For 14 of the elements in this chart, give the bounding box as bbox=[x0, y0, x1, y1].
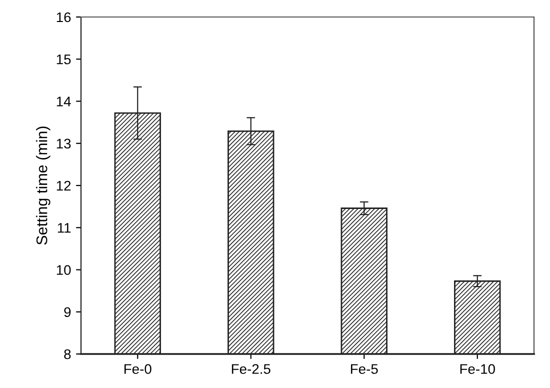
x-tick-label: Fe-10 bbox=[460, 364, 495, 374]
y-tick-label: 10 bbox=[56, 265, 71, 275]
y-tick-label: 11 bbox=[58, 223, 71, 233]
y-tick-label: 8 bbox=[64, 349, 71, 360]
y-tick-label: 13 bbox=[56, 138, 71, 149]
x-tick-label: Fe-2.5 bbox=[232, 364, 270, 374]
y-axis-title: Setting time (min) bbox=[36, 126, 50, 245]
y-tick-label: 9 bbox=[64, 307, 71, 318]
y-tick-label: 14 bbox=[56, 96, 71, 106]
y-tick-label: 16 bbox=[56, 12, 71, 22]
x-tick-label: Fe-0 bbox=[124, 364, 152, 374]
x-tick-label: Fe-5 bbox=[350, 364, 378, 374]
y-tick-label: 15 bbox=[56, 54, 71, 64]
y-tick-label: 12 bbox=[56, 180, 71, 191]
